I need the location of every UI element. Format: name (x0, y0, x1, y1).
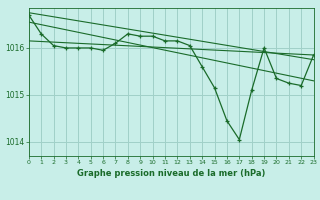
X-axis label: Graphe pression niveau de la mer (hPa): Graphe pression niveau de la mer (hPa) (77, 169, 265, 178)
